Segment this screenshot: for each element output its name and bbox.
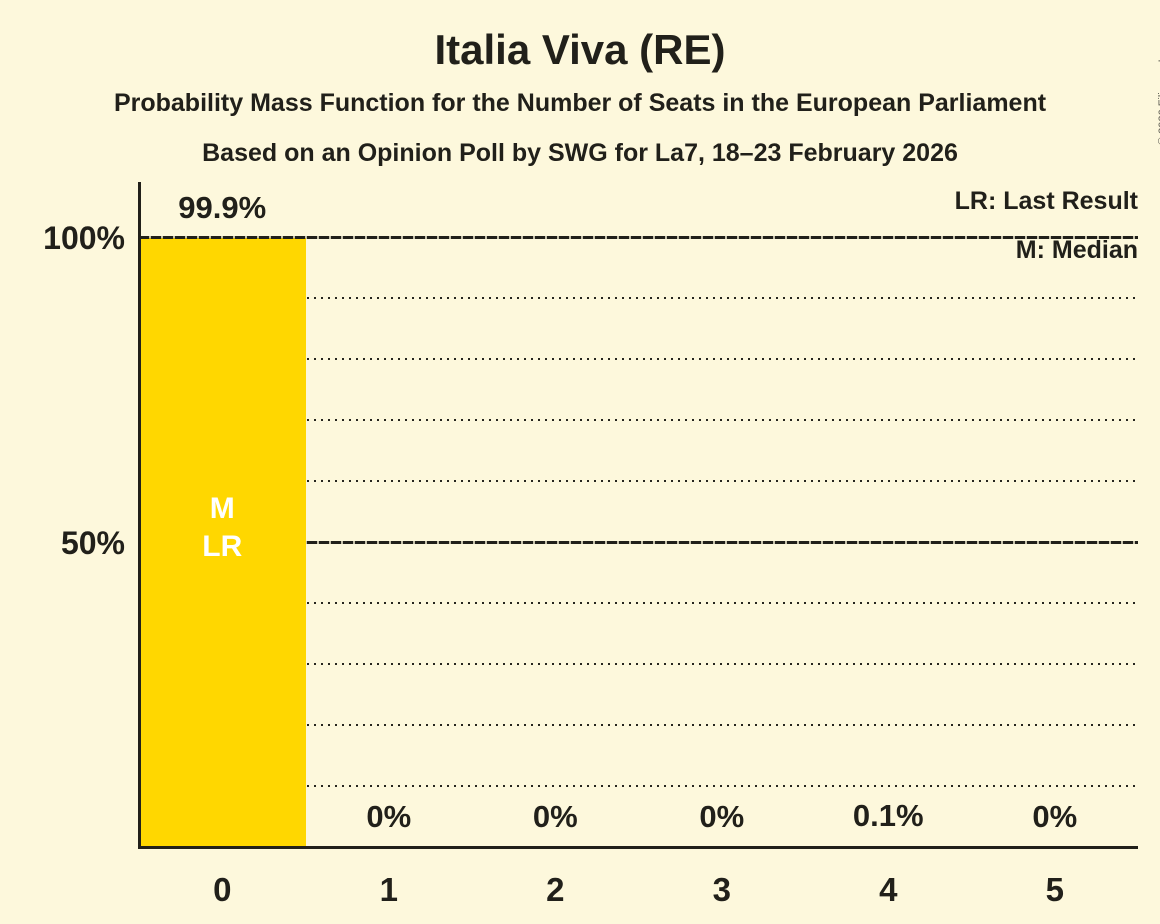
chart-subtitle-poll: Based on an Opinion Poll by SWG for La7,… [202,139,958,167]
x-axis-tick-1: 1 [379,871,398,908]
y-axis-tick-50: 50% [60,525,125,561]
value-label-seats-5: 0% [1032,799,1078,834]
bar-annotation-median-lastresult: M LR [139,238,306,847]
legend-median: M: Median [1015,236,1138,264]
value-label-seats-3: 0% [699,799,745,834]
legend-last-result: LR: Last Result [954,187,1138,215]
value-label-seats-1: 0% [366,799,412,834]
gridline-30pct [139,663,1138,665]
gridline-90pct [139,297,1138,299]
major-line-50pct [139,540,1138,544]
x-axis-tick-3: 3 [712,871,731,908]
x-axis-line [138,846,1138,849]
gridline-20pct [139,724,1138,726]
x-axis-tick-2: 2 [546,871,565,908]
bar-seats-0 [140,237,306,847]
value-label-seats-0: 99.9% [178,189,267,225]
gridline-40pct [139,602,1138,604]
x-axis-tick-5: 5 [1045,871,1064,908]
value-label-seats-2: 0% [532,799,578,834]
y-axis-tick-100: 100% [43,220,125,256]
gridline-10pct [139,785,1138,787]
y-axis-line [138,182,141,849]
gridline-70pct [139,419,1138,421]
chart-title: Italia Viva (RE) [434,26,726,73]
major-line-100pct [139,235,1138,239]
x-axis-tick-0: 0 [213,871,232,908]
gridline-80pct [139,358,1138,360]
bar-annotation-line: LR [202,530,243,564]
value-label-seats-4: 0.1% [852,798,924,834]
x-axis-tick-4: 4 [879,871,898,908]
gridline-60pct [139,480,1138,482]
bar-annotation-line: M [209,492,235,526]
chart-subtitle-function: Probability Mass Function for the Number… [113,89,1047,117]
